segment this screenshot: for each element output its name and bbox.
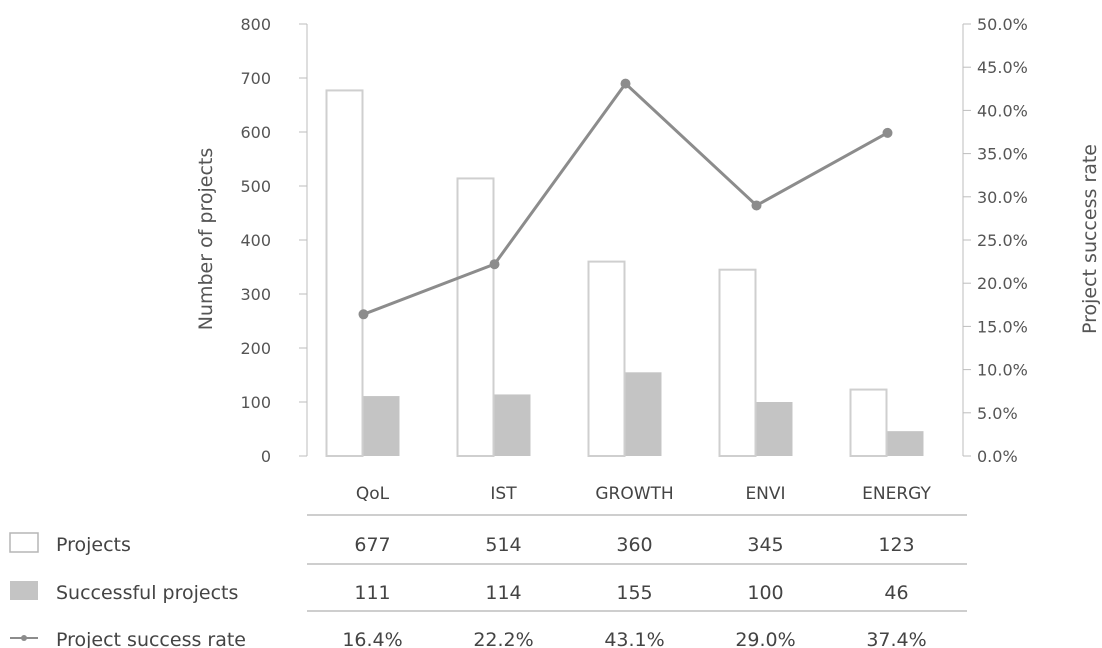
table-cell: 16.4%	[342, 629, 402, 648]
left-tick-label: 100	[240, 393, 271, 412]
left-tick-label: 800	[240, 15, 271, 34]
table-cell: 100	[747, 582, 783, 604]
bars	[325, 89, 924, 458]
right-tick-label: 30.0%	[977, 188, 1028, 207]
table-row-label: Successful projects	[56, 582, 238, 604]
success-rate-point	[358, 309, 369, 320]
bar-successful-projects	[625, 372, 662, 456]
category-label: IST	[490, 484, 517, 504]
table-cell: 46	[884, 582, 908, 604]
table-cell: 360	[616, 534, 652, 556]
right-tick-label: 35.0%	[977, 145, 1028, 164]
bar-projects	[325, 89, 364, 457]
success-rate-point	[882, 127, 893, 138]
legend-swatch-projects	[9, 532, 39, 553]
bar-projects	[849, 388, 888, 457]
right-tick-label: 15.0%	[977, 317, 1028, 336]
table-cell: 37.4%	[866, 629, 926, 648]
right-tick-label: 25.0%	[977, 231, 1028, 250]
bar-successful-projects	[494, 394, 531, 456]
left-tick-label: 200	[240, 339, 271, 358]
bar-projects	[587, 260, 626, 457]
category-label: ENVI	[745, 484, 785, 504]
bar-projects	[456, 177, 495, 457]
category-label: QoL	[356, 484, 390, 504]
bar-projects	[718, 268, 757, 458]
legend-swatch-successful-projects	[10, 581, 38, 600]
table-cell: 22.2%	[473, 629, 533, 648]
right-tick-label: 50.0%	[977, 15, 1028, 34]
data-table: Projects 677 514 360 345 123 Successful projec…	[9, 514, 967, 648]
right-tick-label: 45.0%	[977, 58, 1028, 77]
left-tick-label: 600	[240, 123, 271, 142]
category-labels: QoL IST GROWTH ENVI ENERGY	[356, 484, 932, 504]
left-tick-label: 400	[240, 231, 271, 250]
table-cell: 123	[878, 534, 914, 556]
right-tick-label: 40.0%	[977, 101, 1028, 120]
left-tick-label: 300	[240, 285, 271, 304]
success-rate-point	[751, 200, 762, 211]
bar-successful-projects	[887, 431, 924, 456]
category-label: ENERGY	[862, 484, 931, 504]
table-cell: 155	[616, 582, 652, 604]
table-cell: 345	[747, 534, 783, 556]
success-rate-point	[620, 78, 631, 89]
right-tick-label: 10.0%	[977, 361, 1028, 380]
bar-successful-projects	[756, 402, 793, 456]
table-cell: 29.0%	[735, 629, 795, 648]
bar-successful-projects	[363, 396, 400, 456]
table-cell: 114	[485, 582, 521, 604]
table-cell: 677	[354, 534, 390, 556]
table-row-label: Projects	[56, 534, 131, 556]
right-axis-title: Project success rate	[1079, 144, 1101, 334]
right-tick-label: 20.0%	[977, 274, 1028, 293]
table-row-label: Project success rate	[56, 629, 246, 648]
left-tick-label: 0	[261, 447, 271, 466]
left-tick-label: 700	[240, 69, 271, 88]
legend-swatch-success-rate-marker	[21, 635, 27, 641]
table-cell: 111	[354, 582, 390, 604]
right-tick-label: 0.0%	[977, 447, 1018, 466]
right-axis: 0.0% 5.0% 10.0% 15.0% 20.0% 25.0% 30.0% 35.0% 40…	[962, 15, 1028, 466]
success-rate-line	[358, 78, 893, 320]
table-cell: 514	[485, 534, 521, 556]
category-label: GROWTH	[595, 484, 673, 504]
success-rate-point	[489, 259, 500, 270]
table-cell: 43.1%	[604, 629, 664, 648]
left-tick-label: 500	[240, 177, 271, 196]
left-axis: 0 100 200 300 400 500 600 700 800	[240, 15, 308, 466]
right-tick-label: 5.0%	[977, 404, 1018, 423]
left-axis-title: Number of projects	[195, 148, 217, 331]
